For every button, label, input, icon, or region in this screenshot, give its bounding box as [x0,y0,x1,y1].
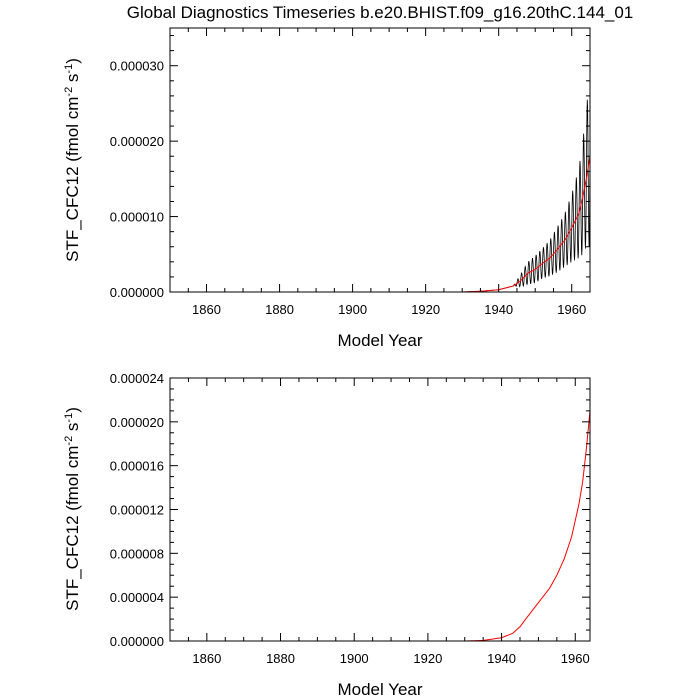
figure-title: Global Diagnostics Timeseries b.e20.BHIS… [127,3,634,22]
x-tick-label: 1880 [265,302,294,317]
x-tick-label: 1940 [484,302,513,317]
y-axis-label-part: ) [63,407,82,413]
y-axis-label-part: -1 [63,64,75,74]
y-axis-label: STF_CFC12 (fmol cm-2 s-1) [63,407,82,611]
y-tick-label: 0.000020 [110,134,164,149]
y-tick-label: 0.000030 [110,59,164,74]
y-axis-label-part: s [63,74,82,87]
y-tick-label: 0.000012 [110,503,164,518]
y-axis-label-part: -2 [63,436,75,446]
y-tick-label: 0.000024 [110,371,164,386]
x-tick-label: 1920 [411,302,440,317]
y-tick-label: 0.000010 [110,210,164,225]
y-axis-label-part: -2 [63,87,75,97]
top-timeseries-plot: 1860 1880 1900 1920 1940 1960 0.000000 0.000010… [63,27,591,350]
x-tick-label: 1900 [338,302,367,317]
y-tick-label: 0.000004 [110,590,164,605]
y-tick-label: 0.000008 [110,546,164,561]
series-line-0 [170,410,591,642]
y-tick-label: 0.000020 [110,415,164,430]
y-axis-label-part: s [63,423,82,436]
x-tick-label: 1860 [192,651,221,666]
x-tick-label: 1920 [413,651,442,666]
y-axis-label: STF_CFC12 (fmol cm-2 s-1) [63,58,82,262]
y-tick-label: 0.000000 [110,634,164,649]
x-tick-label: 1960 [561,651,590,666]
x-tick-label: 1960 [557,302,586,317]
plot-frame [169,27,591,293]
x-tick-label: 1860 [192,302,221,317]
plot-frame [169,377,591,642]
x-axis-label: Model Year [337,331,422,350]
bottom-timeseries-plot: 1860 1880 1900 1920 1940 1960 0.000000 0.000004… [63,371,591,699]
y-axis-label-part: STF_CFC12 (fmol cm [63,97,82,262]
x-tick-label: 1900 [340,651,369,666]
y-tick-label: 0.000000 [110,285,164,300]
x-tick-label: 1940 [487,651,516,666]
series-line-0 [170,99,591,293]
y-axis-label-part: -1 [63,413,75,423]
y-axis-label-part: ) [63,58,82,64]
series-line-1 [170,156,591,293]
y-tick-label: 0.000016 [110,459,164,474]
x-tick-label: 1880 [266,651,295,666]
y-axis-label-part: STF_CFC12 (fmol cm [63,446,82,611]
x-axis-label: Model Year [337,680,422,699]
